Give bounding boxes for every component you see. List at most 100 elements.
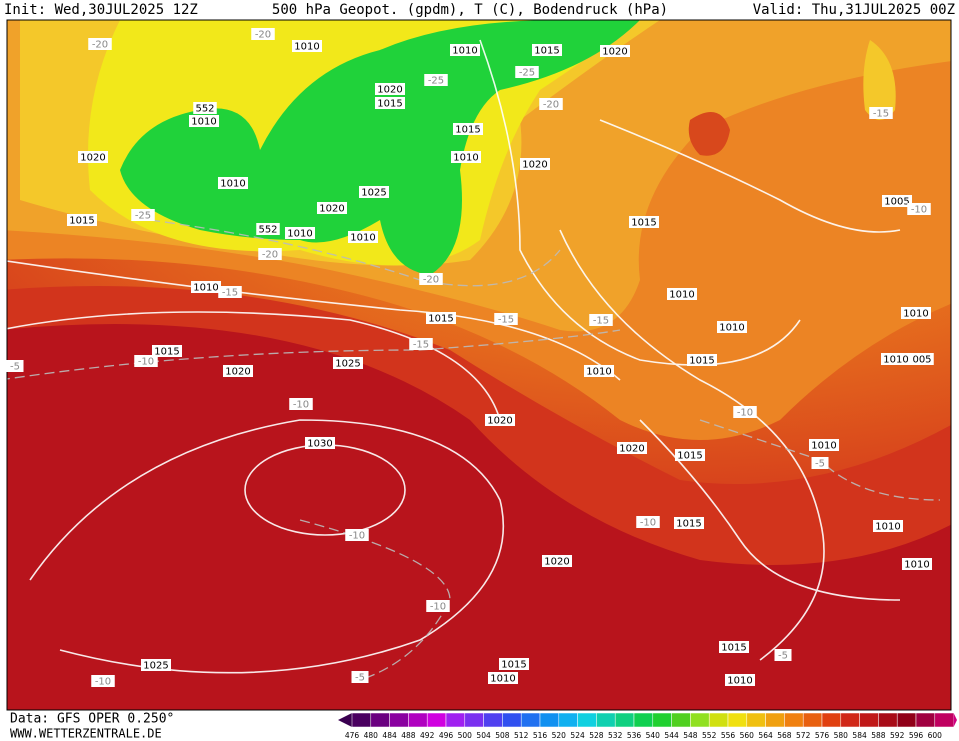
label-box xyxy=(419,273,443,285)
colorbar-label: 564 xyxy=(758,731,773,740)
temperature-label: -10 xyxy=(737,408,753,419)
valid-time: Valid: Thu,31JUL2025 00Z xyxy=(753,2,955,18)
label-box xyxy=(359,186,389,198)
label-box xyxy=(251,28,275,40)
colorbar-swatch xyxy=(896,712,917,728)
colorbar-label: 596 xyxy=(909,731,924,740)
temperature-label: -10 xyxy=(911,205,927,216)
colorbar-label: 528 xyxy=(589,731,604,740)
label-box xyxy=(409,338,433,350)
label-box xyxy=(256,223,280,235)
label-box xyxy=(450,44,480,56)
label-box xyxy=(600,45,630,57)
pressure-label: 1015 xyxy=(631,218,656,229)
colorbar-swatch xyxy=(351,712,372,728)
label-box xyxy=(191,281,221,293)
temperature-label: -15 xyxy=(498,315,514,326)
colorbar-swatch xyxy=(483,712,503,728)
colorbar-label: 504 xyxy=(476,731,491,740)
temperature-label: -20 xyxy=(262,250,278,261)
pressure-label: 1015 xyxy=(677,451,702,462)
pressure-label: 1010 xyxy=(811,441,836,452)
label-box xyxy=(134,355,158,367)
init-time: Init: Wed,30JUL2025 12Z xyxy=(4,2,198,18)
colorbar-swatch xyxy=(671,712,691,728)
label-box xyxy=(520,158,550,170)
colorbar-label: 540 xyxy=(646,731,661,740)
colorbar-swatch xyxy=(690,712,710,728)
pressure-label: 1020 xyxy=(487,416,512,427)
temperature-label: -5 xyxy=(355,673,365,684)
pressure-label: 1010 xyxy=(490,674,515,685)
colorbar-label: 524 xyxy=(570,731,585,740)
pressure-label: 1005 xyxy=(884,197,909,208)
temperature-label: -5 xyxy=(10,362,20,373)
label-box xyxy=(589,314,613,326)
temperature-label: -20 xyxy=(423,275,439,286)
colorbar-label: 552 xyxy=(702,731,717,740)
colorbar-swatch xyxy=(727,712,748,728)
colorbar-swatch xyxy=(784,712,804,728)
label-box xyxy=(869,107,893,119)
pressure-label: 552 xyxy=(258,225,277,236)
label-box xyxy=(131,209,155,221)
colorbar-swatch xyxy=(633,712,654,728)
colorbar-swatch xyxy=(821,712,842,728)
pressure-label: 552 xyxy=(195,104,214,115)
pressure-label: 1020 xyxy=(522,160,547,171)
pressure-label: 1020 xyxy=(619,444,644,455)
colorbar-label: 600 xyxy=(928,731,943,740)
pressure-label: 1015 xyxy=(721,643,746,654)
pressure-label: 1020 xyxy=(225,367,250,378)
label-box xyxy=(902,558,932,570)
label-box xyxy=(499,658,529,670)
pressure-label: 1020 xyxy=(544,557,569,568)
label-box xyxy=(218,177,248,189)
temperature-label: -20 xyxy=(92,40,108,51)
label-box xyxy=(882,195,912,207)
colorbar-swatch xyxy=(765,712,785,728)
label-box xyxy=(774,649,792,661)
label-box xyxy=(258,248,282,260)
colorbar-label: 592 xyxy=(890,731,905,740)
label-box xyxy=(532,44,562,56)
label-box xyxy=(488,672,518,684)
pressure-label: 1010 xyxy=(453,153,478,164)
label-box xyxy=(285,227,315,239)
colorbar-label: 480 xyxy=(364,731,379,740)
label-box xyxy=(426,600,450,612)
label-box xyxy=(636,516,660,528)
label-box xyxy=(333,357,363,369)
colorbar-swatch xyxy=(539,712,560,728)
temperature-label: -10 xyxy=(430,602,446,613)
colorbar-swatch xyxy=(389,712,409,728)
label-box xyxy=(687,354,717,366)
pressure-label: 1025 xyxy=(143,661,168,672)
label-box xyxy=(617,442,647,454)
label-box xyxy=(485,414,515,426)
pressure-label: 1015 xyxy=(428,314,453,325)
label-box xyxy=(719,641,749,653)
temperature-label: -25 xyxy=(428,76,444,87)
colorbar-label: 572 xyxy=(796,731,811,740)
pressure-label: 1015 xyxy=(455,125,480,136)
label-box xyxy=(426,312,456,324)
pressure-label: 1010 xyxy=(294,42,319,53)
label-box xyxy=(317,202,347,214)
label-box xyxy=(218,286,242,298)
pressure-label: 1015 xyxy=(377,99,402,110)
colorbar-swatch xyxy=(408,712,428,728)
label-box xyxy=(305,437,335,449)
colorbar-label: 560 xyxy=(740,731,755,740)
colorbar-label: 544 xyxy=(664,731,679,740)
label-box xyxy=(67,214,97,226)
colorbar-low-arrow xyxy=(338,713,352,727)
colorbar-label: 492 xyxy=(420,731,435,740)
colorbar-label: 548 xyxy=(683,731,698,740)
pressure-label: 1010 xyxy=(586,367,611,378)
colorbar-swatch xyxy=(614,712,635,728)
colorbar-swatch xyxy=(934,712,954,728)
temperature-label: -25 xyxy=(519,68,535,79)
temperature-label: -10 xyxy=(138,357,154,368)
